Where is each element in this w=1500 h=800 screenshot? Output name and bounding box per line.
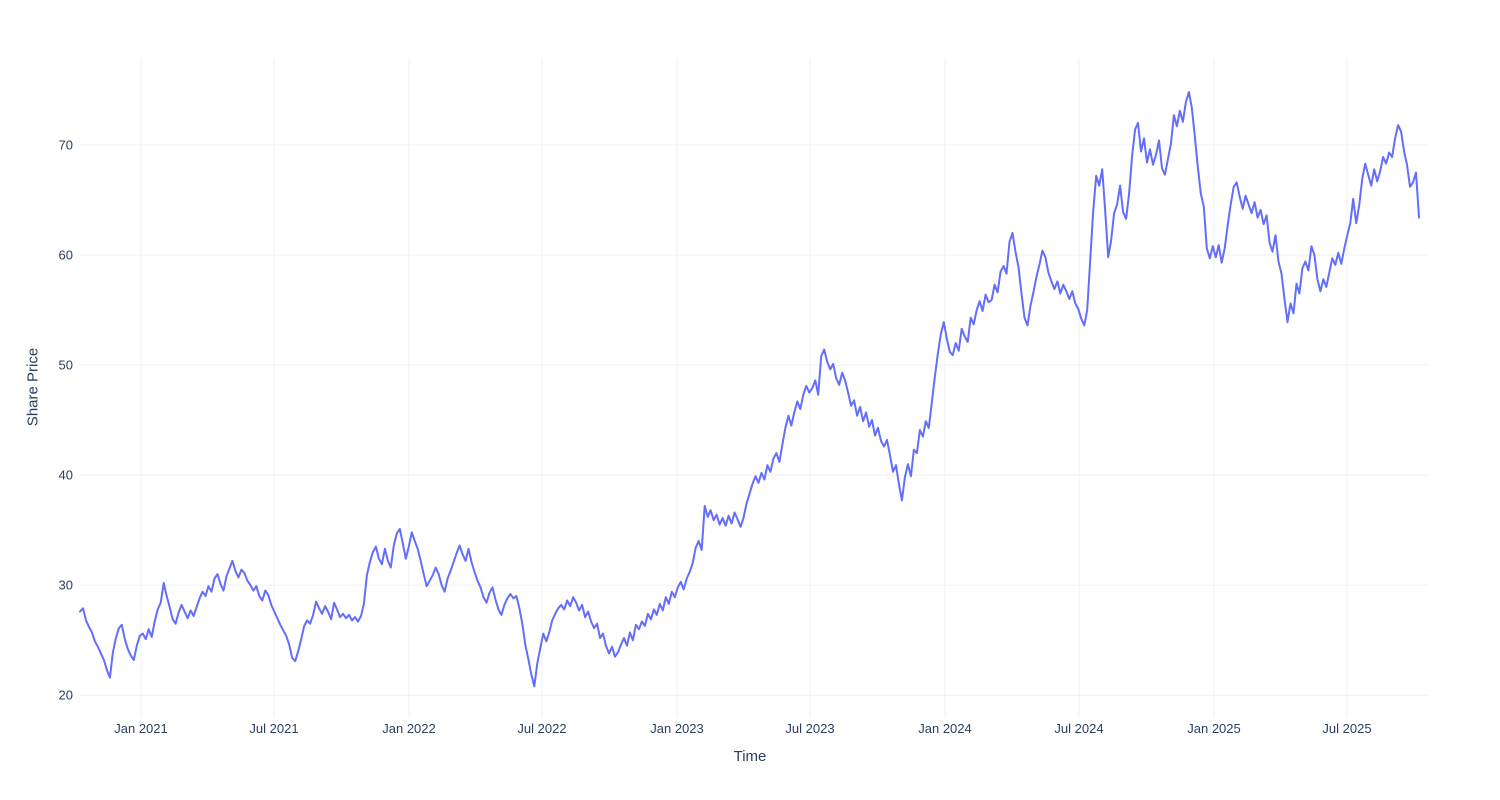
x-tick-label: Jan 2022 [382, 721, 436, 736]
y-tick-label: 20 [59, 688, 73, 703]
x-tick-label: Jul 2025 [1322, 721, 1371, 736]
x-tick-label: Jan 2023 [650, 721, 704, 736]
y-tick-label: 30 [59, 578, 73, 593]
y-axis-title: Share Price [24, 347, 42, 427]
y-tick-label: 40 [59, 468, 73, 483]
x-tick-label: Jul 2021 [249, 721, 298, 736]
x-tick-label: Jan 2021 [114, 721, 168, 736]
x-tick-label: Jan 2025 [1187, 721, 1241, 736]
x-axis-title: Time [733, 748, 767, 765]
y-tick-label: 70 [59, 137, 73, 152]
share-price-line-series[interactable] [79, 91, 1420, 688]
x-tick-label: Jul 2023 [785, 721, 834, 736]
y-tick-label: 50 [59, 358, 73, 373]
y-tick-label: 60 [59, 247, 73, 262]
x-tick-label: Jul 2022 [517, 721, 566, 736]
x-tick-label: Jan 2024 [918, 721, 972, 736]
x-tick-label: Jul 2024 [1054, 721, 1103, 736]
